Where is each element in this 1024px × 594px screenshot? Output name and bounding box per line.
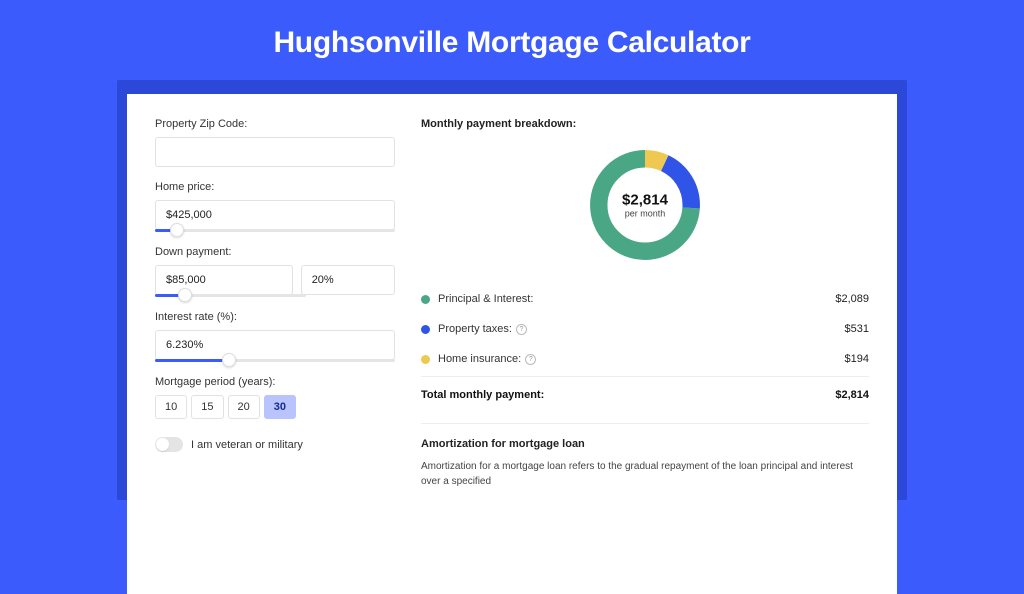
form-column: Property Zip Code: Home price: Down paym… bbox=[155, 118, 395, 574]
legend-row-principal: Principal & Interest:$2,089 bbox=[421, 284, 869, 314]
interest-input[interactable] bbox=[155, 330, 395, 360]
donut-chart: $2,814 per month bbox=[584, 144, 706, 266]
home-price-input[interactable] bbox=[155, 200, 395, 230]
zip-input[interactable] bbox=[155, 137, 395, 167]
period-option-15[interactable]: 15 bbox=[191, 395, 223, 419]
amortization-title: Amortization for mortgage loan bbox=[421, 423, 869, 450]
toggle-knob bbox=[156, 438, 169, 451]
total-value: $2,814 bbox=[835, 389, 869, 401]
veteran-toggle-row: I am veteran or military bbox=[155, 437, 395, 452]
period-label: Mortgage period (years): bbox=[155, 376, 395, 388]
legend-label: Home insurance:? bbox=[438, 353, 845, 365]
legend-value: $531 bbox=[845, 323, 869, 335]
legend-value: $194 bbox=[845, 353, 869, 365]
legend-value: $2,089 bbox=[835, 293, 869, 305]
interest-slider[interactable] bbox=[155, 359, 395, 362]
home-price-slider[interactable] bbox=[155, 229, 395, 232]
donut-center: $2,814 per month bbox=[622, 192, 668, 219]
slider-thumb[interactable] bbox=[170, 223, 184, 237]
period-options: 10152030 bbox=[155, 395, 395, 419]
period-option-20[interactable]: 20 bbox=[228, 395, 260, 419]
total-label: Total monthly payment: bbox=[421, 389, 835, 401]
page-title: Hughsonville Mortgage Calculator bbox=[0, 0, 1024, 80]
field-zip: Property Zip Code: bbox=[155, 118, 395, 167]
down-payment-label: Down payment: bbox=[155, 246, 395, 258]
legend-row-taxes: Property taxes:?$531 bbox=[421, 314, 869, 344]
help-icon[interactable]: ? bbox=[525, 354, 536, 365]
divider bbox=[421, 376, 869, 377]
donut-chart-wrap: $2,814 per month bbox=[421, 144, 869, 266]
field-down-payment: Down payment: bbox=[155, 246, 395, 297]
legend-label: Property taxes:? bbox=[438, 323, 845, 335]
legend-dot-icon bbox=[421, 295, 430, 304]
donut-sub: per month bbox=[622, 209, 668, 219]
period-option-30[interactable]: 30 bbox=[264, 395, 296, 419]
slider-thumb[interactable] bbox=[222, 353, 236, 367]
breakdown-column: Monthly payment breakdown: $2,814 per mo… bbox=[421, 118, 869, 574]
zip-label: Property Zip Code: bbox=[155, 118, 395, 130]
legend-label: Principal & Interest: bbox=[438, 293, 835, 305]
legend-row-insurance: Home insurance:?$194 bbox=[421, 344, 869, 374]
home-price-label: Home price: bbox=[155, 181, 395, 193]
donut-value: $2,814 bbox=[622, 192, 668, 209]
help-icon[interactable]: ? bbox=[516, 324, 527, 335]
slider-thumb[interactable] bbox=[178, 288, 192, 302]
amortization-text: Amortization for a mortgage loan refers … bbox=[421, 460, 869, 489]
breakdown-title: Monthly payment breakdown: bbox=[421, 118, 869, 130]
interest-label: Interest rate (%): bbox=[155, 311, 395, 323]
field-period: Mortgage period (years): 10152030 bbox=[155, 376, 395, 419]
total-row: Total monthly payment: $2,814 bbox=[421, 379, 869, 415]
period-option-10[interactable]: 10 bbox=[155, 395, 187, 419]
legend: Principal & Interest:$2,089Property taxe… bbox=[421, 284, 869, 374]
down-payment-input[interactable] bbox=[155, 265, 293, 295]
field-home-price: Home price: bbox=[155, 181, 395, 232]
down-payment-slider[interactable] bbox=[155, 294, 306, 297]
down-payment-pct-input[interactable] bbox=[301, 265, 395, 295]
legend-dot-icon bbox=[421, 355, 430, 364]
card-shadow: Property Zip Code: Home price: Down paym… bbox=[117, 80, 907, 500]
veteran-toggle[interactable] bbox=[155, 437, 183, 452]
field-interest: Interest rate (%): bbox=[155, 311, 395, 362]
veteran-label: I am veteran or military bbox=[191, 439, 303, 451]
legend-dot-icon bbox=[421, 325, 430, 334]
calculator-card: Property Zip Code: Home price: Down paym… bbox=[127, 94, 897, 594]
